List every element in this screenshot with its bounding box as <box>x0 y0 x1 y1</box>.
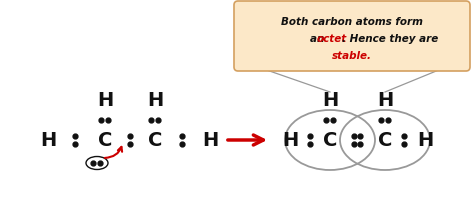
FancyArrowPatch shape <box>105 147 122 158</box>
Text: C: C <box>148 130 162 149</box>
Text: H: H <box>417 130 433 149</box>
Text: H: H <box>322 90 338 109</box>
Text: . Hence they are: . Hence they are <box>342 34 438 44</box>
FancyBboxPatch shape <box>234 1 470 71</box>
Text: octet: octet <box>317 34 347 44</box>
Text: H: H <box>282 130 298 149</box>
Text: stable.: stable. <box>332 51 372 61</box>
Text: Both carbon atoms form: Both carbon atoms form <box>281 17 423 27</box>
Text: an: an <box>310 34 328 44</box>
Text: C: C <box>323 130 337 149</box>
Text: C: C <box>378 130 392 149</box>
Text: H: H <box>377 90 393 109</box>
Text: C: C <box>98 130 112 149</box>
Text: H: H <box>97 90 113 109</box>
Text: H: H <box>147 90 163 109</box>
Text: H: H <box>40 130 56 149</box>
Text: H: H <box>202 130 218 149</box>
